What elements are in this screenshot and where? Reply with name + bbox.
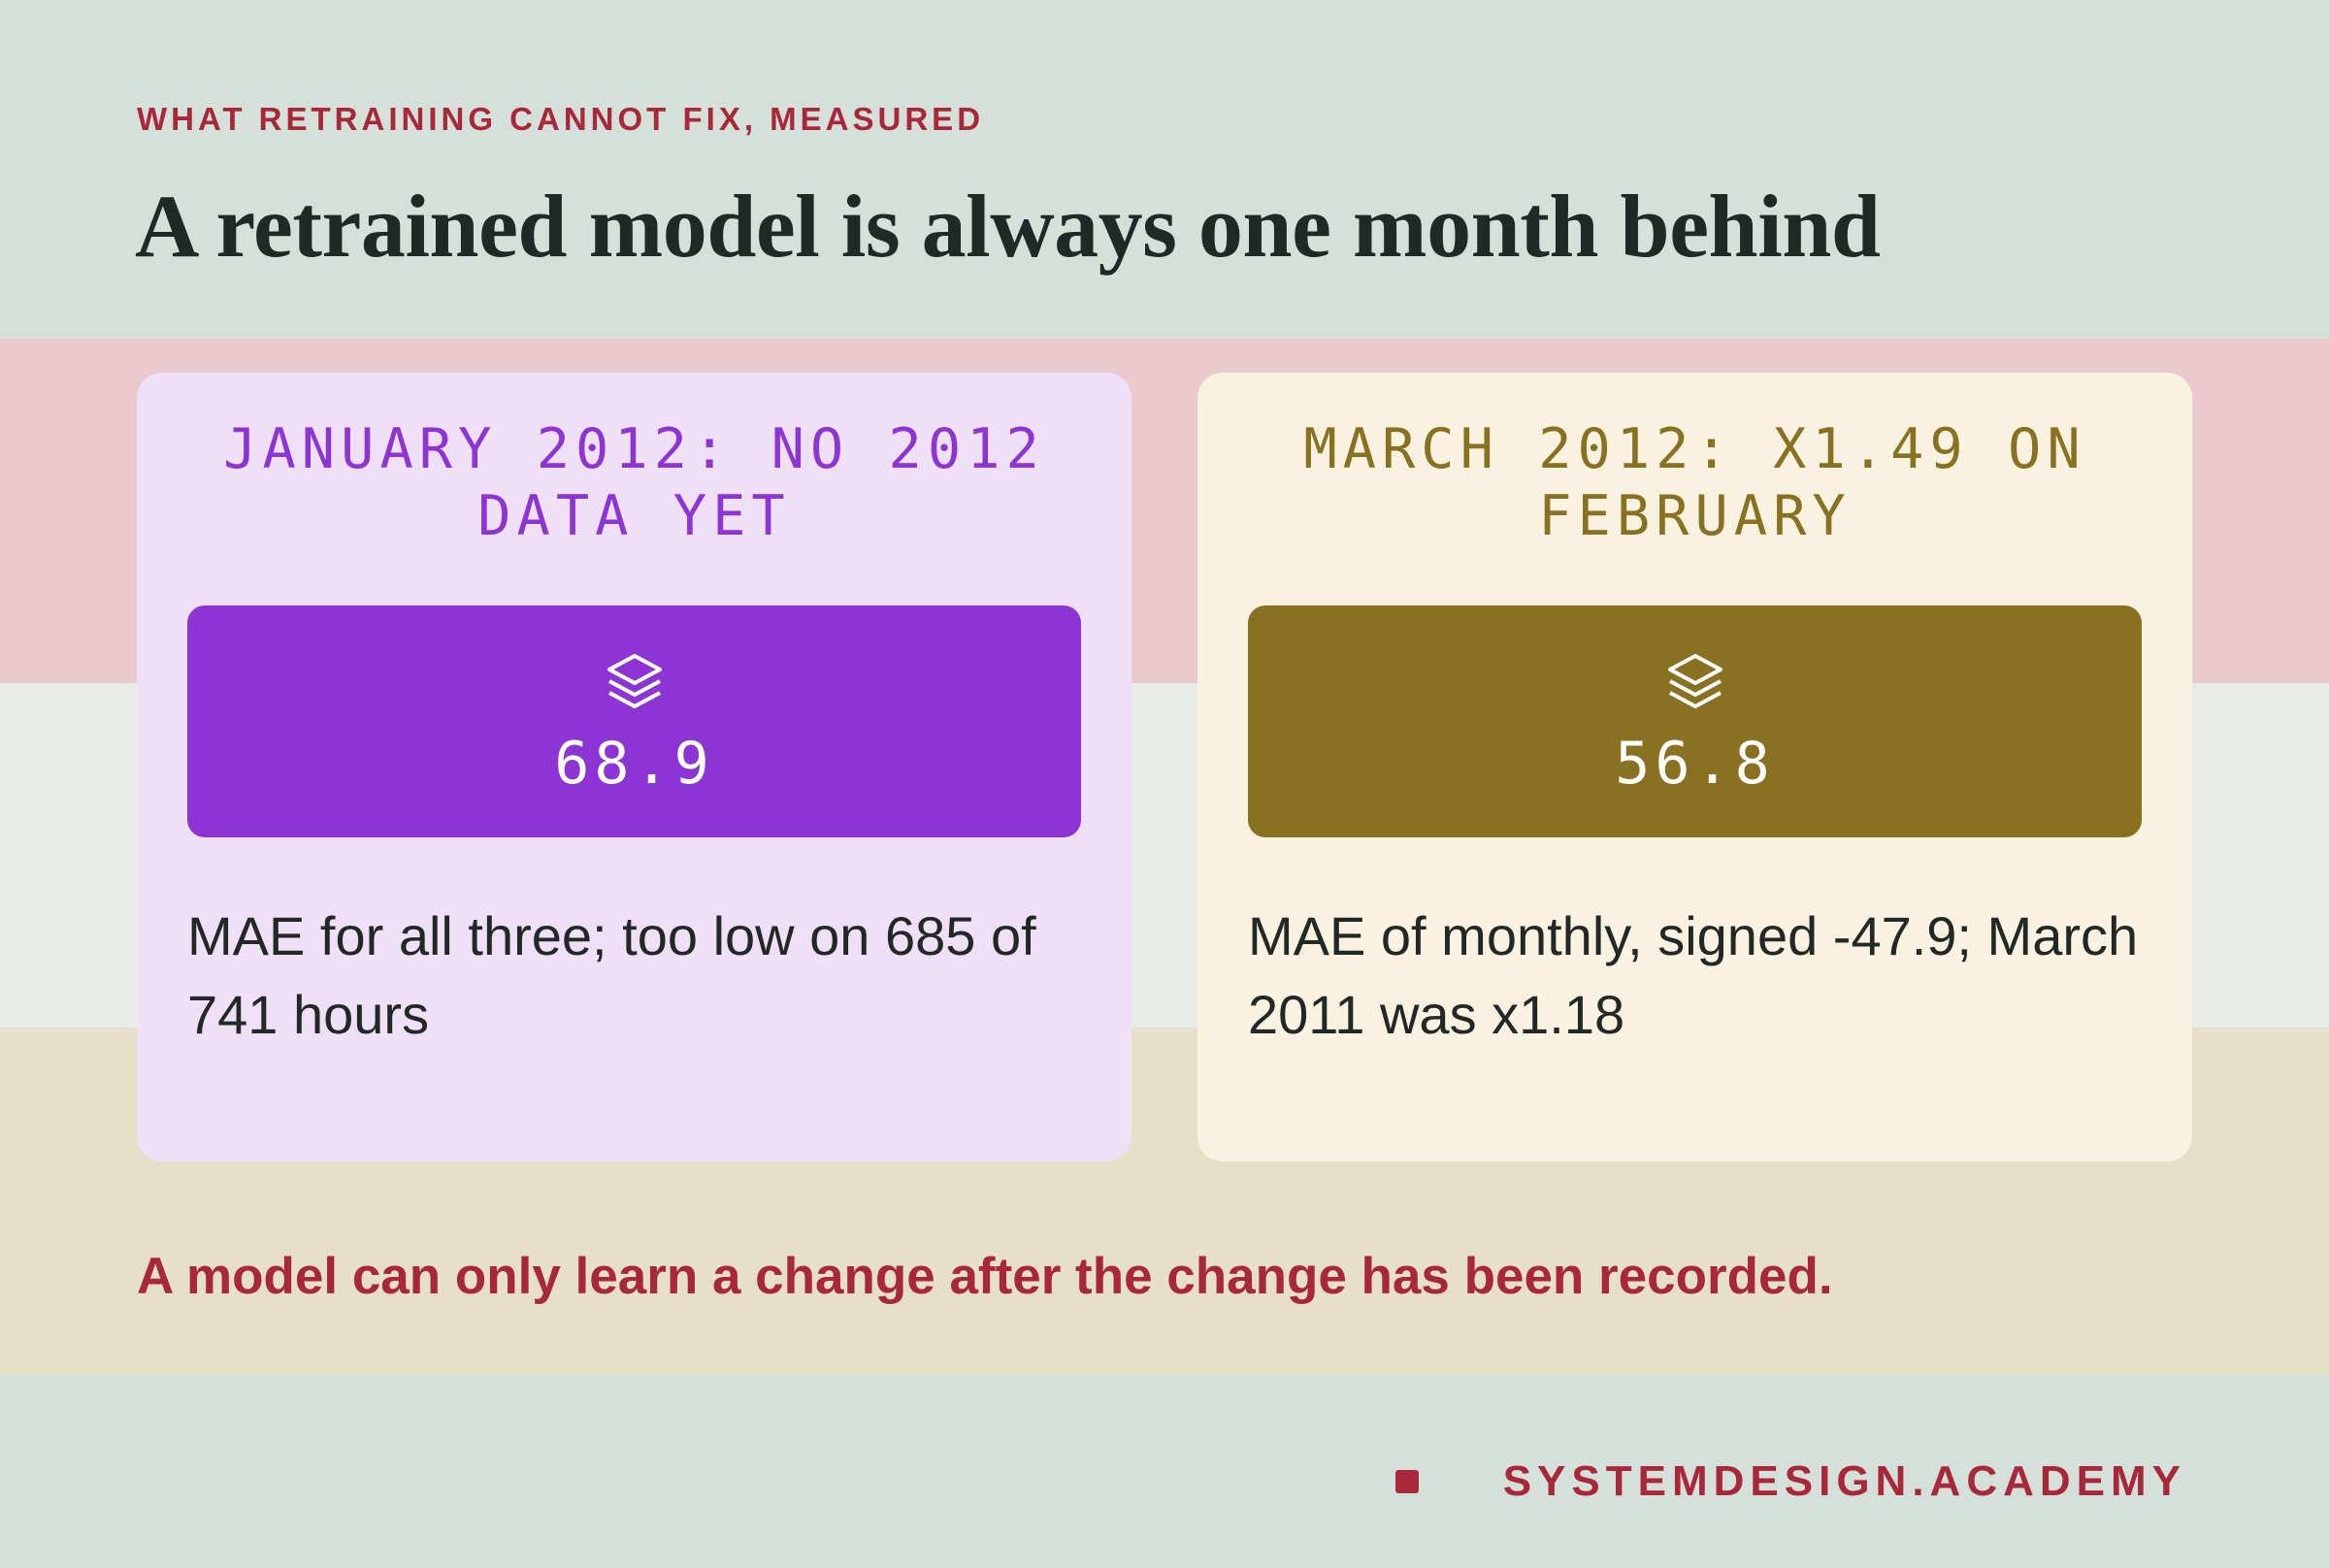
card-title: MARCH 2012: X1.49 ON FEBRUARY bbox=[1303, 417, 2086, 548]
metric-box: 56.8 bbox=[1248, 605, 2142, 837]
card: MARCH 2012: X1.49 ON FEBRUARY 56.8 MAE o… bbox=[1197, 373, 2192, 1161]
metric-box: 68.9 bbox=[187, 605, 1081, 837]
kicker: WHAT RETRAINING CANNOT FIX, MEASURED bbox=[137, 101, 985, 137]
card: JANUARY 2012: NO 2012 DATA YET 68.9 MAE … bbox=[137, 373, 1132, 1161]
note: A model can only learn a change after th… bbox=[137, 1248, 1833, 1305]
layers-icon bbox=[1667, 654, 1722, 708]
title: A retrained model is always one month be… bbox=[135, 177, 1881, 276]
card-title: JANUARY 2012: NO 2012 DATA YET bbox=[223, 417, 1045, 548]
card-description: MAE for all three; too low on 685 of 741… bbox=[187, 905, 1036, 1045]
brand-mark bbox=[1395, 1470, 1419, 1493]
metric-value: 56.8 bbox=[1615, 730, 1775, 798]
card-description: MAE of monthly, signed -47.9; March 2011… bbox=[1248, 905, 2139, 1045]
brand: SYSTEMDESIGN.ACADEMY bbox=[1502, 1457, 2186, 1505]
metric-value: 68.9 bbox=[554, 730, 714, 798]
layers-icon bbox=[607, 654, 662, 708]
